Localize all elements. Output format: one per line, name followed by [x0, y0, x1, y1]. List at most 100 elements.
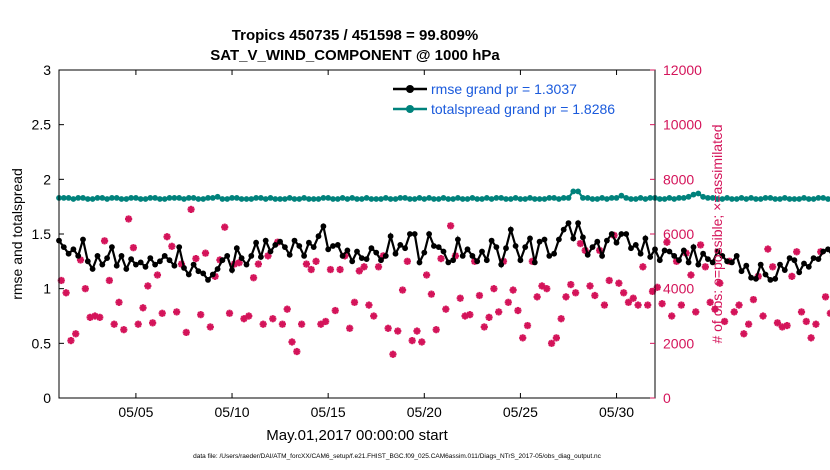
series-point	[531, 259, 538, 266]
obs-assimilated-point	[124, 215, 133, 223]
series-point	[498, 195, 505, 201]
series-point	[344, 196, 351, 202]
y-tick-label-left: 3	[43, 62, 51, 78]
series-point	[181, 196, 187, 202]
series-point	[387, 196, 394, 202]
obs-assimilated-point	[701, 263, 709, 271]
series-point	[536, 238, 543, 245]
y-tick-label-left: 1.5	[32, 226, 52, 242]
obs-assimilated-point	[278, 320, 287, 328]
series-point	[219, 196, 226, 202]
series-point	[190, 261, 197, 268]
y-tick-label-right: 10000	[663, 117, 702, 133]
series-point	[286, 251, 293, 258]
series-point	[320, 195, 327, 201]
obs-assimilated-point	[413, 327, 421, 335]
series-point	[209, 271, 216, 278]
obs-assimilated-point	[350, 298, 359, 306]
series-point	[810, 196, 817, 202]
series-point	[219, 257, 226, 264]
obs-assimilated-point	[153, 271, 162, 279]
obs-assimilated-point	[293, 347, 301, 356]
obs-assimilated-point	[115, 298, 123, 306]
obs-assimilated-point	[201, 249, 210, 257]
series-point	[623, 195, 630, 201]
series-point	[349, 195, 356, 201]
series-point	[810, 255, 817, 261]
series-point	[248, 196, 255, 202]
series-point	[680, 247, 687, 254]
series-point	[719, 196, 726, 202]
y-tick-label-right: 8000	[663, 171, 694, 187]
series-point	[291, 196, 298, 202]
series-point	[118, 196, 125, 202]
obs-assimilated-point	[711, 305, 719, 313]
series-point	[161, 253, 168, 259]
series-point	[176, 195, 183, 201]
series-point	[137, 259, 144, 266]
series-point	[229, 195, 235, 201]
series-point	[330, 243, 336, 249]
series-point	[796, 269, 803, 276]
obs-assimilated-point	[158, 309, 166, 317]
series-point	[272, 242, 279, 248]
series-point	[801, 260, 807, 267]
obs-assimilated-point	[600, 301, 609, 309]
obs-assimilated-point	[336, 265, 344, 274]
series-point	[781, 267, 788, 273]
axes: 05/05 05/10 05/15 05/20 05/25 05/30 0 0.5 1 1.5 2 2…	[32, 62, 703, 420]
series-point	[70, 246, 77, 253]
obs-assimilated-point	[485, 313, 493, 321]
series-point	[277, 238, 283, 245]
series-point	[243, 261, 250, 268]
series-point	[705, 195, 711, 201]
series-point	[80, 236, 86, 243]
series-point	[176, 244, 183, 251]
obs-assimilated-point	[206, 323, 214, 331]
obs-assimilated-point	[759, 312, 767, 320]
obs-assimilated-point	[720, 317, 729, 326]
series-point	[195, 268, 202, 275]
series-point	[637, 195, 644, 201]
series-point	[512, 243, 519, 249]
obs-assimilated-point	[769, 263, 777, 271]
obs-assimilated-point	[480, 323, 488, 331]
series-point	[685, 259, 692, 266]
series-point	[724, 195, 730, 201]
series-point	[613, 239, 620, 246]
series-point	[565, 220, 572, 227]
series-point	[339, 253, 346, 259]
obs-assimilated-point	[629, 294, 637, 302]
x-tick-label: 05/20	[407, 404, 442, 420]
series-point	[296, 196, 303, 202]
series-point	[584, 251, 591, 258]
series-point	[407, 231, 413, 237]
series-point	[238, 196, 245, 202]
series-point	[277, 196, 283, 202]
series-point	[104, 255, 110, 261]
series-point	[628, 245, 634, 252]
obs-assimilated-point	[408, 337, 416, 345]
series-point	[483, 195, 490, 201]
series-point	[825, 196, 830, 202]
obs-assimilated-point	[735, 301, 743, 309]
obs-assimilated-point	[571, 289, 580, 297]
legend-spread-marker	[406, 105, 414, 113]
series-point	[623, 231, 630, 237]
series-point	[128, 195, 135, 201]
obs-assimilated-point	[764, 245, 772, 253]
series-point	[421, 196, 428, 202]
series-point	[392, 250, 399, 257]
legend: rmse grand pr = 1.3037 totalspread grand…	[393, 81, 615, 117]
series-point	[671, 253, 678, 259]
series-point	[589, 196, 596, 202]
obs-assimilated-point	[394, 327, 402, 335]
series-point	[791, 196, 798, 202]
obs-assimilated-point	[456, 294, 464, 302]
series-point	[147, 195, 154, 201]
series-point	[306, 239, 312, 246]
series-point	[560, 226, 567, 233]
series-point	[65, 250, 72, 257]
series-point	[113, 195, 120, 201]
series-point	[253, 195, 259, 201]
